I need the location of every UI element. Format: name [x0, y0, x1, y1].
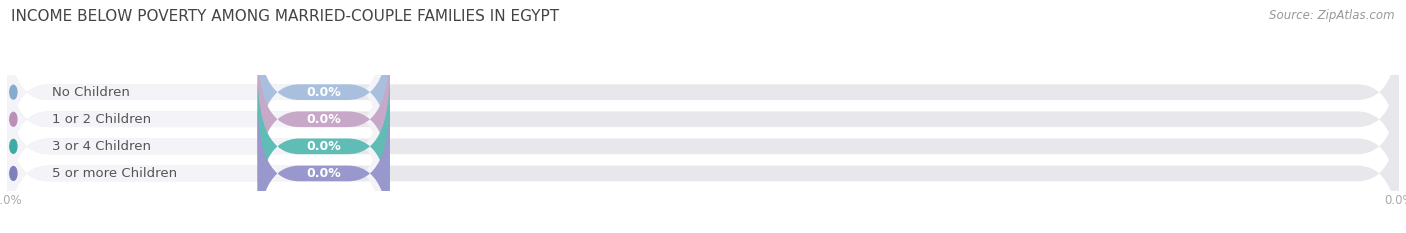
Text: 0.0%: 0.0%	[307, 113, 342, 126]
FancyBboxPatch shape	[7, 73, 1399, 220]
FancyBboxPatch shape	[7, 100, 382, 233]
Text: INCOME BELOW POVERTY AMONG MARRIED-COUPLE FAMILIES IN EGYPT: INCOME BELOW POVERTY AMONG MARRIED-COUPL…	[11, 9, 560, 24]
FancyBboxPatch shape	[7, 46, 1399, 193]
Text: No Children: No Children	[52, 86, 129, 99]
Circle shape	[10, 139, 17, 153]
Text: 3 or 4 Children: 3 or 4 Children	[52, 140, 150, 153]
Text: 5 or more Children: 5 or more Children	[52, 167, 177, 180]
Text: 0.0%: 0.0%	[307, 86, 342, 99]
Text: 1 or 2 Children: 1 or 2 Children	[52, 113, 150, 126]
FancyBboxPatch shape	[257, 100, 389, 233]
FancyBboxPatch shape	[7, 100, 1399, 233]
Circle shape	[10, 85, 17, 99]
Text: Source: ZipAtlas.com: Source: ZipAtlas.com	[1270, 9, 1395, 22]
Text: 0.0%: 0.0%	[307, 140, 342, 153]
Circle shape	[10, 167, 17, 180]
FancyBboxPatch shape	[7, 19, 1399, 166]
FancyBboxPatch shape	[257, 73, 389, 220]
Circle shape	[10, 112, 17, 126]
FancyBboxPatch shape	[7, 73, 382, 220]
FancyBboxPatch shape	[7, 19, 382, 166]
Text: 0.0%: 0.0%	[307, 167, 342, 180]
FancyBboxPatch shape	[257, 19, 389, 166]
FancyBboxPatch shape	[257, 46, 389, 193]
FancyBboxPatch shape	[7, 46, 382, 193]
